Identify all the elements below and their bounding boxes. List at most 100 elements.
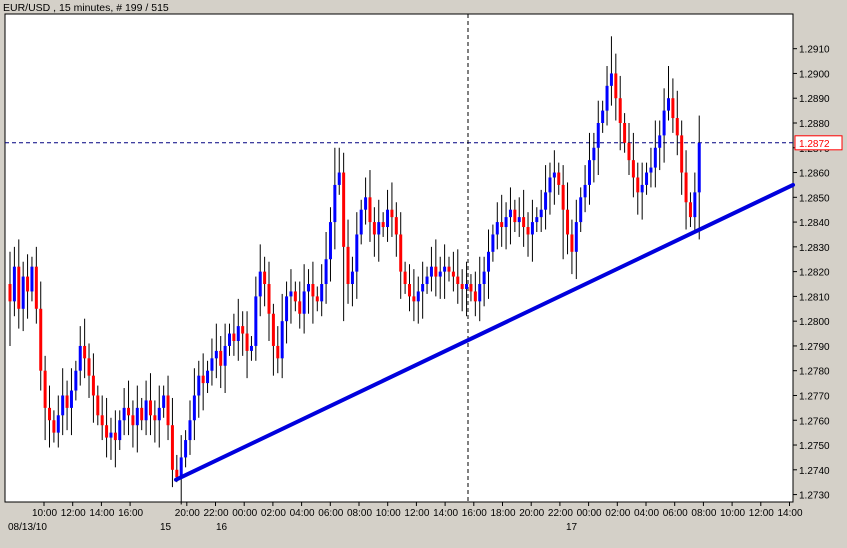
candle bbox=[688, 192, 692, 228]
x-tick-label: 14:00 bbox=[778, 508, 803, 519]
candle bbox=[39, 281, 43, 391]
candle-body bbox=[289, 291, 293, 297]
candle bbox=[87, 343, 91, 398]
candle bbox=[583, 165, 587, 213]
chart-title: EUR/USD , 15 minutes, # 199 / 515 bbox=[3, 2, 169, 14]
candle bbox=[267, 261, 271, 341]
candle-body bbox=[478, 284, 482, 302]
candle bbox=[342, 152, 346, 322]
candle bbox=[469, 274, 473, 302]
candle bbox=[197, 360, 201, 418]
candle bbox=[140, 397, 144, 431]
candle-body bbox=[390, 209, 394, 218]
candle-body bbox=[451, 271, 455, 277]
candle bbox=[69, 368, 73, 436]
candle-body bbox=[399, 234, 403, 272]
candle-body bbox=[12, 266, 16, 302]
candle bbox=[245, 311, 249, 379]
date-label: 15 bbox=[160, 522, 172, 533]
candle-body bbox=[609, 73, 613, 86]
candle-body bbox=[210, 358, 214, 371]
candle-body bbox=[504, 217, 508, 228]
candle bbox=[127, 380, 131, 436]
candle bbox=[482, 256, 486, 307]
candle-body bbox=[192, 395, 196, 421]
candle bbox=[153, 400, 157, 443]
candle bbox=[517, 197, 521, 237]
candle-body bbox=[96, 395, 100, 416]
candle bbox=[302, 264, 306, 334]
candle bbox=[548, 162, 552, 215]
candle-body bbox=[232, 333, 236, 341]
candle-body bbox=[631, 160, 635, 178]
candle-body bbox=[17, 266, 21, 309]
candle bbox=[131, 400, 135, 448]
candle bbox=[61, 368, 65, 436]
candle-body bbox=[662, 110, 666, 136]
candle bbox=[460, 269, 464, 312]
y-tick-label: 1.2910 bbox=[799, 45, 830, 56]
candle bbox=[368, 170, 372, 242]
y-tick-label: 1.2840 bbox=[799, 218, 830, 229]
candle-body bbox=[443, 266, 447, 272]
candle-body bbox=[566, 209, 570, 235]
candle bbox=[636, 162, 640, 215]
candle bbox=[381, 212, 385, 237]
candle-body bbox=[618, 98, 622, 123]
y-tick-label: 1.2830 bbox=[799, 243, 830, 254]
candle-body bbox=[359, 209, 363, 235]
candle bbox=[667, 66, 670, 121]
candle-body bbox=[680, 135, 684, 173]
candle bbox=[421, 261, 425, 319]
x-tick-label: 18:00 bbox=[491, 508, 516, 519]
candle-body bbox=[649, 167, 653, 173]
y-tick-label: 1.2800 bbox=[799, 317, 830, 328]
y-tick-label: 1.2900 bbox=[799, 69, 830, 80]
candle bbox=[232, 313, 236, 356]
candle bbox=[662, 88, 666, 163]
x-tick-label: 02:00 bbox=[261, 508, 286, 519]
candle-body bbox=[342, 172, 346, 247]
candle bbox=[17, 239, 21, 329]
candle bbox=[148, 373, 152, 436]
candle-body bbox=[113, 432, 117, 441]
candle-body bbox=[605, 85, 609, 111]
candle bbox=[298, 281, 302, 329]
candle bbox=[618, 75, 622, 151]
candle bbox=[425, 266, 429, 294]
candle bbox=[605, 66, 609, 126]
candle bbox=[12, 246, 16, 317]
candle bbox=[21, 261, 25, 332]
candle bbox=[228, 323, 231, 356]
candle-body bbox=[491, 234, 495, 252]
y-tick-label: 1.2820 bbox=[799, 268, 830, 279]
candle-body bbox=[285, 296, 289, 322]
candle bbox=[135, 385, 139, 453]
candle bbox=[293, 281, 297, 312]
candle-body bbox=[596, 122, 600, 148]
candle bbox=[214, 323, 218, 379]
price-marker-box bbox=[794, 135, 843, 151]
candle bbox=[65, 380, 69, 431]
candle bbox=[285, 281, 289, 344]
candle-body bbox=[100, 415, 104, 426]
candle bbox=[465, 261, 469, 317]
candle bbox=[30, 256, 34, 302]
candle bbox=[456, 249, 460, 304]
candle-body bbox=[337, 172, 341, 185]
candle-body bbox=[34, 266, 38, 309]
candle bbox=[109, 417, 113, 460]
candle bbox=[627, 122, 631, 176]
candle-body bbox=[311, 284, 315, 297]
candle bbox=[403, 261, 407, 294]
candle-body bbox=[627, 142, 631, 161]
candle-body bbox=[601, 110, 605, 123]
x-tick-label: 12:00 bbox=[61, 508, 86, 519]
candle bbox=[122, 388, 126, 436]
candle bbox=[645, 162, 649, 195]
candle bbox=[680, 120, 684, 195]
candle bbox=[48, 385, 52, 448]
candle bbox=[407, 264, 411, 312]
candle-body bbox=[293, 291, 297, 302]
